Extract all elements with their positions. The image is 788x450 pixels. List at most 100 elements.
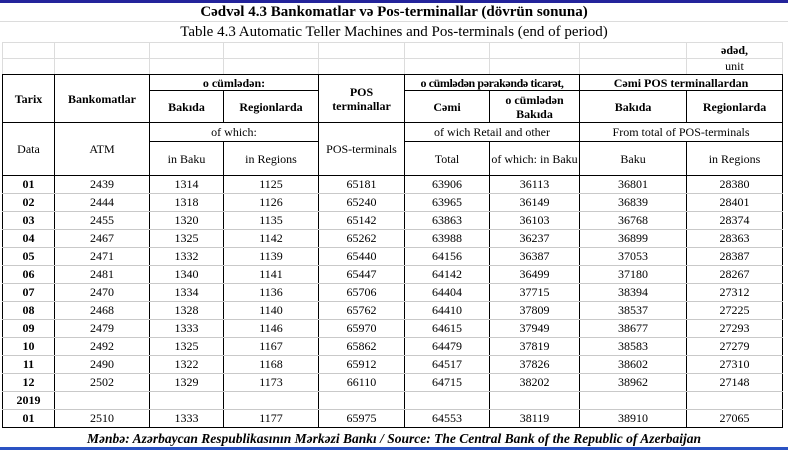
table-cell: 1328 [149,301,224,320]
table-cell: 36801 [579,175,688,194]
grid-cell [404,42,490,59]
table-cell: 37180 [579,265,688,284]
table-cell: 64479 [404,337,491,356]
col-header-from-total: From total of POS-terminals [579,122,784,142]
atm-pos-table: Tarix Bankomatlar o cümlədən: POS termin… [2,74,784,428]
table-cell: 37053 [579,247,688,266]
row-label: 06 [2,265,55,284]
table-row: 07 2470 1334 1136 65706 64404 37715 38394 27312 [2,283,784,302]
grid-cell [489,42,580,59]
col-header-in-regions-pos: in Regions [686,141,784,176]
top-accent-line [0,0,788,3]
table-cell: 63965 [404,193,491,212]
unit-row-en: unit [2,58,783,75]
table-cell: 38394 [579,283,688,302]
table-cell: 1340 [149,265,224,284]
table-row: 01 2510 1333 1177 65975 64553 38119 38910 27065 [2,409,784,428]
table-cell: 27225 [686,301,784,320]
grid-cell [2,58,55,75]
table-cell: 1135 [222,211,320,230]
table-cell: 36149 [489,193,581,212]
table-cell: 27148 [686,373,784,392]
header-row-az-top: Tarix Bankomatlar o cümlədən: POS termin… [2,74,784,123]
row-label: 07 [2,283,55,302]
table-cell: 1139 [222,247,320,266]
table-cell: 27293 [686,319,784,338]
table-cell [489,391,581,410]
table-cell: 38537 [579,301,688,320]
table-cell: 27312 [686,283,784,302]
grid-cell [318,58,405,75]
row-label: 09 [2,319,55,338]
grid-cell [223,42,319,59]
table-row: 08 2468 1328 1140 65762 64410 37809 38537 27225 [2,301,784,320]
unit-row-az: ədəd, [2,42,783,59]
row-label: 03 [2,211,55,230]
table-cell: 2481 [54,265,150,284]
table-cell: 38583 [579,337,688,356]
table-cell: 65142 [318,211,406,230]
table-cell: 64615 [404,319,491,338]
table-cell [404,391,491,410]
table-cell: 36387 [489,247,581,266]
table-cell: 38202 [489,373,581,392]
row-label: 10 [2,337,55,356]
table-cell: 27310 [686,355,784,374]
table-cell: 36839 [579,193,688,212]
table-cell: 2468 [54,301,150,320]
grid-cell [579,42,687,59]
table-cell: 1142 [222,229,320,248]
col-header-total: Total [404,141,491,176]
table-cell: 28401 [686,193,784,212]
table-cell: 64553 [404,409,491,428]
table-header: Tarix Bankomatlar o cümlədən: POS termin… [2,74,784,176]
table-cell: 2444 [54,193,150,212]
col-header-regionlarda-pos: Regionlarda [686,90,784,123]
table-row: 06 2481 1340 1141 65447 64142 36499 37180 28267 [2,265,784,284]
table-cell: 28267 [686,265,784,284]
table-row: 05 2471 1332 1139 65440 64156 36387 37053 28387 [2,247,784,266]
table-cell: 38677 [579,319,688,338]
table-cell: 2471 [54,247,150,266]
col-header-data: Data [2,122,55,176]
row-label: 05 [2,247,55,266]
table-cell: 1320 [149,211,224,230]
unit-label-az: ədəd, [686,42,783,59]
grid-cell [223,58,319,75]
unit-label-en: unit [686,58,783,75]
header-row-az-sub: Bakıda Regionlarda Cəmi o cümlədən Bakıd… [3,90,784,123]
table-row: 03 2455 1320 1135 65142 63863 36103 36768 28374 [2,211,784,230]
col-header-bakida: Bakıda [149,90,224,123]
bottom-accent-line [0,447,788,450]
table-cell: 36113 [489,175,581,194]
table-cell: 2439 [54,175,150,194]
table-cell: 64715 [404,373,491,392]
table-cell: 36499 [489,265,581,284]
table-cell: 2455 [54,211,150,230]
table-cell: 1325 [149,337,224,356]
table-cell: 1141 [222,265,320,284]
table-row: 04 2467 1325 1142 65262 63988 36237 36899 28363 [2,229,784,248]
table-row: 10 2492 1325 1167 65862 64479 37819 38583 27279 [2,337,784,356]
col-header-in-regions: in Regions [222,141,320,176]
table-cell: 64142 [404,265,491,284]
grid-cell [318,42,405,59]
table-cell: 28387 [686,247,784,266]
table-cell: 2470 [54,283,150,302]
table-cell: 65970 [318,319,406,338]
table-cell: 1173 [222,373,320,392]
table-cell [579,391,688,410]
table-cell: 37949 [489,319,581,338]
table-cell [318,391,406,410]
table-row: 11 2490 1322 1168 65912 64517 37826 38602 27310 [2,355,784,374]
table-cell: 1140 [222,301,320,320]
row-label: 01 [2,409,55,428]
table-cell: 37715 [489,283,581,302]
col-header-cemi-pos: Cəmi POS terminallardan [579,74,784,91]
col-header-regionlarda: Regionlarda [222,90,320,123]
table-cell: 38910 [579,409,688,428]
grid-cell [579,58,687,75]
grid-cell [54,58,150,75]
table-row: 2019 [2,391,784,410]
